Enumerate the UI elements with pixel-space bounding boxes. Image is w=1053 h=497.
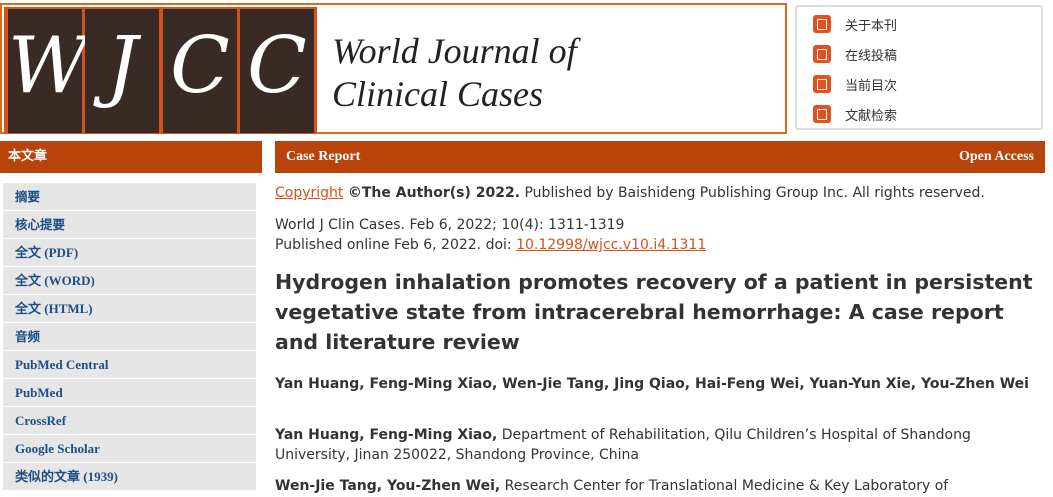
doi-link[interactable]: 10.12998/wjcc.v10.i4.1311 — [516, 237, 707, 253]
book-icon — [813, 15, 831, 33]
menu-literature-search[interactable]: 文献检索 — [813, 103, 897, 125]
logo-letter-c2: C — [240, 9, 314, 133]
sidebar-item-pubmed[interactable]: PubMed — [3, 379, 256, 406]
copyright-link[interactable]: Copyright — [275, 185, 344, 201]
menu-label: 当前目次 — [845, 78, 898, 94]
logo-letter-j: J — [85, 9, 159, 133]
journal-title: World Journal of Clinical Cases — [332, 31, 577, 116]
published-text: Published online Feb 6, 2022. doi: — [275, 237, 517, 253]
affiliation-2: Wen-Jie Tang, You-Zhen Wei, Research Cen… — [275, 476, 1035, 496]
open-access-label: Open Access — [958, 149, 1034, 164]
menu-online-submission[interactable]: 在线投稿 — [813, 43, 897, 65]
menu-label: 文献检索 — [845, 108, 898, 124]
menu-label: 关于本刊 — [845, 18, 898, 34]
id-card-icon — [813, 45, 831, 63]
sidebar-item-abstract[interactable]: 摘要 — [3, 183, 256, 210]
sidebar-item-similar-articles[interactable]: 类似的文章 (1939) — [3, 463, 256, 490]
published-online: Published online Feb 6, 2022. doi: 10.12… — [275, 237, 706, 253]
citation: World J Clin Cases. Feb 6, 2022; 10(4): … — [275, 217, 625, 233]
author-list: Yan Huang, Feng-Ming Xiao, Wen-Jie Tang,… — [275, 376, 1029, 392]
document-icon — [813, 105, 831, 123]
affiliation-text: Department of Rehabilitation, Qilu Child… — [275, 427, 971, 463]
copyright-holder: ©The Author(s) 2022. — [347, 185, 521, 201]
sidebar-item-crossref[interactable]: CrossRef — [3, 407, 256, 434]
menu-label: 在线投稿 — [845, 48, 898, 64]
checklist-icon — [813, 75, 831, 93]
top-menu: 关于本刊 在线投稿 当前目次 文献检索 — [795, 5, 1043, 130]
affiliation-authors: Wen-Jie Tang, You-Zhen Wei, — [275, 478, 501, 494]
article-title: Hydrogen inhalation promotes recovery of… — [275, 270, 1033, 354]
affiliation-authors: Yan Huang, Feng-Ming Xiao, — [275, 427, 498, 443]
sidebar-item-google-scholar[interactable]: Google Scholar — [3, 435, 256, 462]
sidebar-item-word[interactable]: 全文 (WORD) — [3, 267, 256, 294]
affiliation-text: Research Center for Translational Medici… — [500, 478, 949, 494]
menu-current-issue[interactable]: 当前目次 — [813, 73, 897, 95]
sidebar-item-pubmed-central[interactable]: PubMed Central — [3, 351, 256, 378]
sidebar-item-pdf[interactable]: 全文 (PDF) — [3, 239, 256, 266]
logo-letter-c1: C — [163, 9, 237, 133]
copyright-text: Published by Baishideng Publishing Group… — [520, 185, 985, 201]
journal-title-line2: Clinical Cases — [332, 74, 544, 115]
article-header-bar: Case Report Open Access — [275, 141, 1045, 173]
journal-title-line1: World Journal of — [332, 31, 577, 71]
sidebar-item-audio[interactable]: 音频 — [3, 323, 256, 350]
menu-about-journal[interactable]: 关于本刊 — [813, 13, 897, 35]
copyright-line: Copyright ©The Author(s) 2022. Published… — [275, 185, 985, 201]
logo-letter-w: W — [8, 9, 88, 133]
affiliation-1: Yan Huang, Feng-Ming Xiao, Department of… — [275, 425, 1035, 465]
sidebar-header: 本文章 — [0, 141, 262, 173]
journal-logo[interactable]: W J C C World Journal of Clinical Cases — [0, 3, 787, 134]
article-type: Case Report — [286, 149, 361, 164]
sidebar-list: 摘要 核心提要 全文 (PDF) 全文 (WORD) 全文 (HTML) 音频 … — [3, 183, 256, 491]
sidebar-item-core-tip[interactable]: 核心提要 — [3, 211, 256, 238]
sidebar-item-html[interactable]: 全文 (HTML) — [3, 295, 256, 322]
